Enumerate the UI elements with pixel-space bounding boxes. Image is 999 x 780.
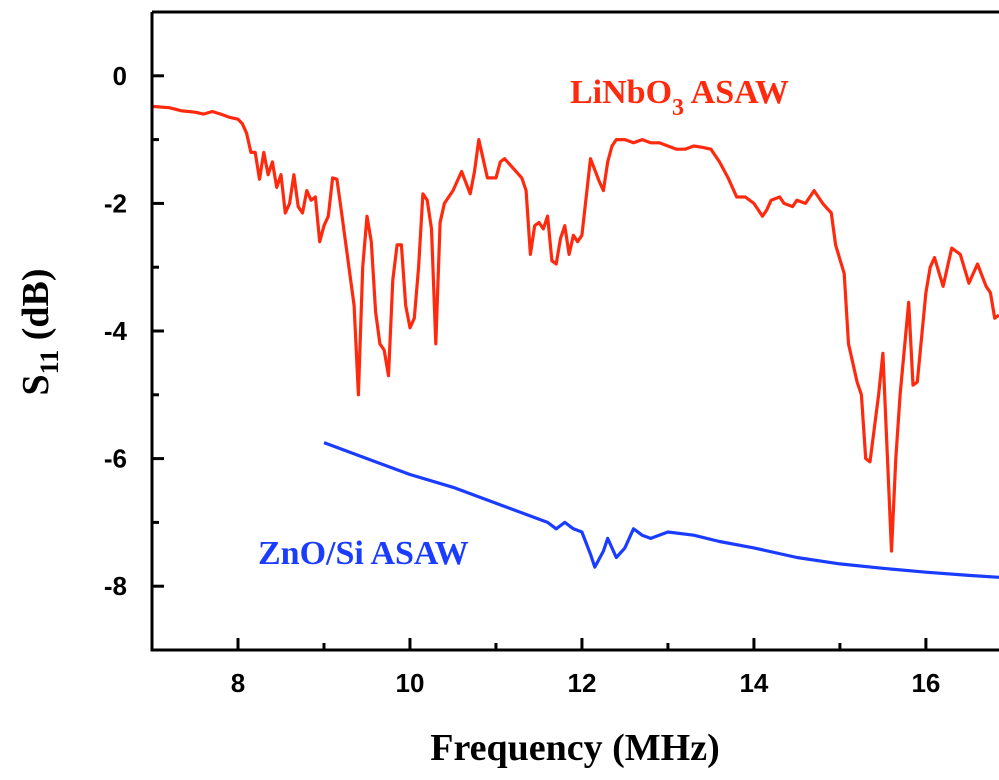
series-labels: LiNbO3 ASAW ZnO/Si ASAW — [258, 74, 789, 572]
x-axis-title: Frequency (MHz) — [430, 727, 720, 769]
y-tick-label: -2 — [104, 188, 127, 218]
y-tick-label: -8 — [104, 571, 127, 601]
x-tick-label: 14 — [739, 668, 768, 698]
series-label-zno-si: ZnO/Si ASAW — [258, 535, 469, 572]
series-line-zno-si — [323, 441, 999, 579]
series-layer — [151, 104, 999, 579]
y-tick-label: -4 — [104, 316, 128, 346]
axes: 8 10 12 14 16 0 -2 -4 -6 -8 — [104, 10, 999, 698]
x-tick-label: 12 — [567, 668, 596, 698]
x-tick-label: 8 — [231, 668, 245, 698]
series-label-linbo3: LiNbO3 ASAW — [570, 74, 789, 121]
y-tick-label: -6 — [104, 444, 127, 474]
series-line-linbo3 — [151, 104, 999, 553]
x-tick-label: 10 — [396, 668, 425, 698]
x-tick-label: 16 — [911, 668, 940, 698]
y-axis-title-text: S11 (dB) — [15, 268, 64, 395]
y-tick-label: 0 — [113, 61, 127, 91]
y-axis-title: S11 (dB) — [15, 268, 64, 395]
